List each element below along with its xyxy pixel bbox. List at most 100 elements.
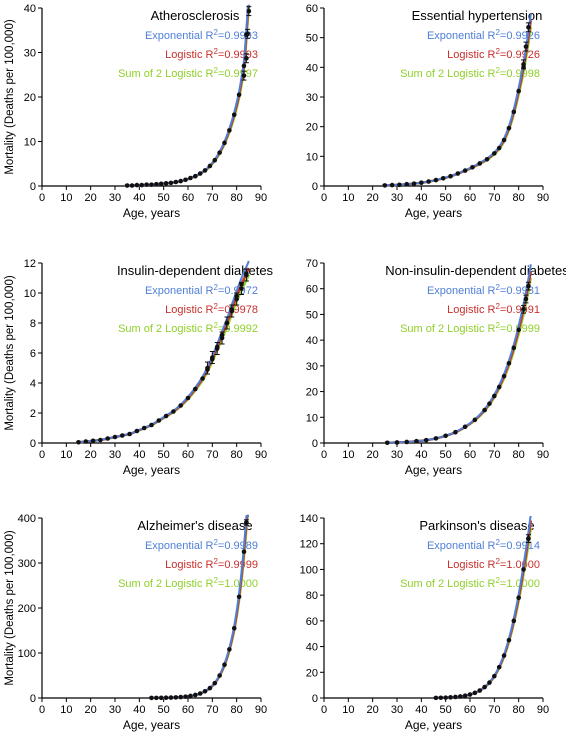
x-tick-label: 80 — [231, 192, 243, 204]
y-tick-label: 140 — [300, 513, 318, 525]
data-point — [492, 673, 497, 679]
fit-label: Logistic R2=0.9978 — [165, 302, 258, 316]
fit-label: Sum of 2 Logistic R2=0.9997 — [118, 66, 258, 80]
y-tick-label: 60 — [306, 3, 318, 15]
data-point — [453, 694, 458, 700]
data-point — [202, 168, 208, 173]
x-tick-label: 80 — [513, 192, 525, 204]
data-point — [207, 685, 213, 691]
fit-label: Logistic R2=0.9991 — [447, 302, 540, 316]
x-tick-label: 60 — [464, 449, 476, 461]
data-point — [241, 63, 247, 69]
x-tick-label: 70 — [206, 449, 218, 461]
y-tick-label: 20 — [24, 92, 36, 104]
x-tick-label: 40 — [415, 449, 427, 461]
chart-title: Alzheimer's disease — [137, 518, 252, 533]
data-point — [239, 286, 244, 291]
fit-label-name: Logistic R — [447, 49, 495, 61]
data-point — [188, 175, 193, 181]
data-point — [506, 637, 512, 643]
data-point — [453, 429, 458, 435]
fit-label: Sum of 2 Logistic R2=0.9998 — [400, 66, 540, 80]
data-point — [506, 360, 512, 366]
data-point — [173, 179, 179, 185]
data-point — [462, 168, 468, 173]
x-tick-label: 50 — [158, 192, 170, 204]
fit-label-value: =0.9993 — [218, 49, 258, 61]
data-point — [467, 692, 473, 697]
data-point — [384, 440, 390, 446]
data-point — [173, 695, 179, 700]
data-point — [178, 178, 183, 184]
data-point — [171, 409, 176, 414]
fit-curve-logistic — [381, 20, 533, 187]
y-tick-label: 0 — [30, 181, 36, 193]
y-tick-label: 0 — [30, 438, 36, 450]
data-point — [241, 73, 247, 78]
fit-label-name: Sum of 2 Logistic R — [400, 68, 495, 80]
data-point — [112, 434, 118, 440]
data-point — [521, 306, 526, 312]
fit-label: Sum of 2 Logistic R2=0.9999 — [400, 321, 540, 335]
x-axis-label: Age, years — [123, 718, 180, 732]
data-point — [506, 125, 512, 131]
data-point — [521, 567, 526, 572]
data-point — [154, 695, 159, 701]
data-point — [217, 673, 222, 678]
x-tick-label: 0 — [39, 704, 45, 716]
data-point — [163, 181, 169, 186]
data-point — [158, 181, 164, 187]
y-tick-label: 10 — [24, 137, 36, 149]
data-point — [470, 165, 475, 170]
fit-label-name: Logistic R — [447, 559, 495, 571]
data-point — [127, 431, 132, 437]
data-point — [511, 345, 517, 351]
x-tick-label: 30 — [391, 192, 403, 204]
fit-label: Logistic R2=0.9999 — [165, 557, 258, 571]
x-tick-label: 20 — [367, 449, 379, 461]
data-point — [183, 177, 188, 183]
data-point — [156, 418, 162, 423]
x-tick-label: 0 — [321, 704, 327, 716]
fit-label: Exponential R2=0.9989 — [145, 538, 258, 552]
x-tick-label: 10 — [342, 449, 354, 461]
fit-label-value: =0.9998 — [500, 68, 540, 80]
data-point — [244, 520, 249, 525]
data-point — [526, 24, 531, 30]
data-point — [227, 647, 232, 652]
x-tick-label: 70 — [206, 704, 218, 716]
fit-curve-exponential — [75, 260, 250, 444]
x-tick-label: 10 — [60, 449, 72, 461]
x-tick-label: 20 — [85, 704, 97, 716]
x-tick-label: 90 — [255, 704, 267, 716]
data-point — [496, 664, 502, 670]
fit-label: Sum of 2 Logistic R2=1.0000 — [118, 576, 258, 590]
x-tick-label: 40 — [133, 192, 145, 204]
x-axis-label: Age, years — [405, 718, 462, 732]
y-tick-label: 8 — [30, 318, 36, 330]
x-tick-label: 50 — [158, 449, 170, 461]
data-point — [212, 680, 218, 686]
data-point — [438, 695, 444, 701]
data-point — [501, 653, 507, 658]
x-tick-label: 80 — [231, 704, 243, 716]
chart-panel: 0 10 20 30 40 50 60 70 80 90 0 10 20 30 40 Age, years Mo… — [4, 3, 267, 220]
data-point — [134, 182, 140, 188]
x-tick-label: 50 — [440, 449, 452, 461]
fit-label: Logistic R2=0.9926 — [447, 47, 540, 61]
data-point — [231, 112, 237, 118]
x-tick-label: 20 — [367, 192, 379, 204]
data-point — [120, 433, 125, 438]
x-axis-label: Age, years — [123, 463, 180, 477]
y-tick-label: 70 — [306, 258, 318, 270]
data-point — [472, 690, 478, 696]
data-point — [149, 422, 154, 428]
fit-label-exponent: 2 — [213, 538, 218, 547]
x-tick-label: 40 — [415, 704, 427, 716]
fit-label-value: =0.9978 — [218, 304, 258, 316]
chart-title: Insulin-dependent diabetes — [117, 263, 274, 278]
x-tick-label: 60 — [182, 192, 194, 204]
data-point — [516, 595, 521, 601]
data-point — [76, 439, 81, 445]
